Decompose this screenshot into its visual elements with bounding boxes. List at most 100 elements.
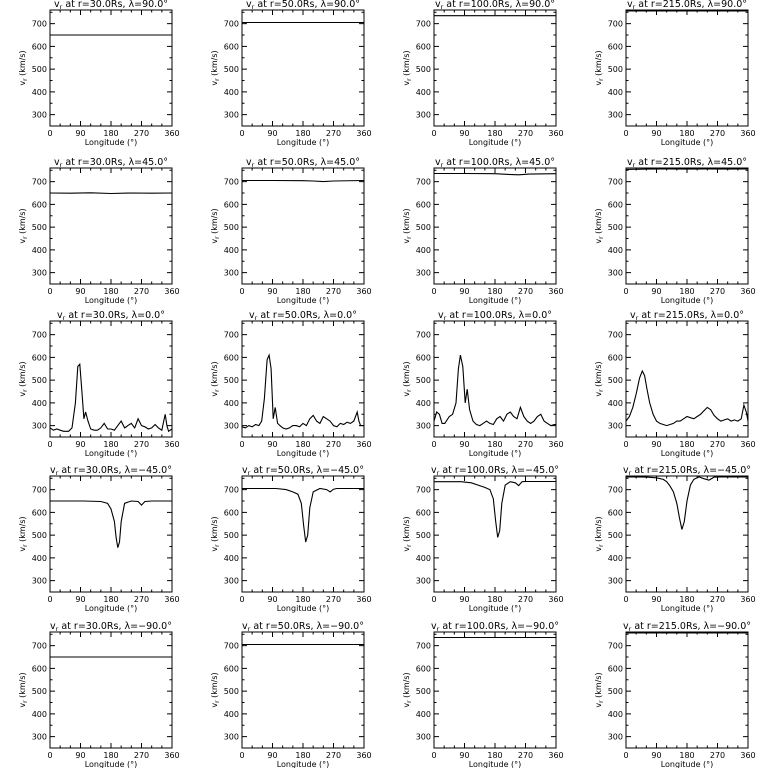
title-r: at r=215.0Rs,	[635, 157, 707, 168]
y-axis-label: vr (km/s)	[402, 50, 413, 85]
x-tick-label: 90	[459, 287, 469, 296]
x-tick-label: 270	[326, 440, 341, 449]
ylabel-v: v	[402, 239, 411, 244]
title-sub: r	[441, 161, 444, 169]
x-tick-label: 90	[267, 287, 277, 296]
title-v: v	[627, 0, 633, 10]
title-r: at r=30.0Rs,	[62, 157, 128, 168]
x-axis-label: Longitude (°)	[469, 449, 522, 458]
x-tick-label: 90	[459, 595, 469, 604]
title-r: at r=100.0Rs,	[443, 157, 515, 168]
title-lat: λ=0.0°	[519, 310, 552, 321]
chart-panel: vr at r=100.0Rs, λ=−90.0°0 90 180 270 360300…	[402, 621, 564, 768]
y-tick-label: 400	[416, 246, 431, 255]
plot-frame	[241, 320, 365, 438]
y-tick-label: 600	[32, 508, 47, 517]
panel-title: vr at r=215.0Rs, λ=−90.0°	[623, 621, 751, 633]
x-tick-label: 0	[623, 440, 628, 449]
title-lat: λ=−45.0°	[125, 465, 172, 476]
ylabel-sub: r	[22, 389, 29, 392]
x-tick-label: 180	[103, 751, 118, 760]
title-r: at r=215.0Rs,	[635, 0, 707, 10]
plot-frame	[433, 167, 557, 285]
plot-frame	[625, 9, 749, 127]
x-tick-label: 360	[164, 287, 179, 296]
title-v: v	[242, 465, 248, 476]
y-tick-label: 600	[608, 200, 623, 209]
y-axis-label: vr (km/s)	[210, 672, 221, 707]
series-line	[433, 354, 556, 427]
x-tick-label: 270	[518, 287, 533, 296]
y-tick-label: 700	[416, 642, 431, 651]
x-tick-label: 270	[134, 751, 149, 760]
y-axis-label: vr (km/s)	[594, 516, 605, 551]
title-lat: λ=0.0°	[132, 310, 165, 321]
x-tick-label: 90	[651, 595, 661, 604]
x-tick-label: 360	[548, 129, 563, 138]
x-tick-label: 270	[326, 751, 341, 760]
x-tick-label: 0	[239, 129, 244, 138]
y-axis-label: vr (km/s)	[402, 516, 413, 551]
y-tick-label: 300	[224, 733, 239, 742]
series-line	[50, 500, 172, 548]
x-tick-label: 270	[326, 287, 341, 296]
ylabel-v: v	[402, 81, 411, 86]
series-line	[434, 172, 557, 176]
panel-title: vr at r=50.0Rs, λ=45.0°	[246, 157, 360, 169]
title-sub: r	[56, 469, 59, 477]
ylabel-unit: (km/s)	[402, 672, 411, 700]
title-sub: r	[633, 161, 636, 169]
x-tick-label: 270	[710, 751, 725, 760]
y-tick-label: 400	[224, 399, 239, 408]
y-tick-label: 400	[608, 246, 623, 255]
y-axis-label: vr (km/s)	[594, 672, 605, 707]
ylabel-v: v	[210, 239, 219, 244]
title-v: v	[54, 0, 60, 10]
x-tick-label: 0	[431, 595, 436, 604]
x-tick-label: 360	[164, 751, 179, 760]
y-axis-label: vr (km/s)	[18, 361, 29, 396]
y-tick-label: 300	[32, 422, 47, 431]
title-v: v	[50, 621, 56, 632]
x-tick-label: 0	[47, 287, 52, 296]
plot-frame	[433, 631, 557, 749]
title-lat: λ=45.0°	[321, 157, 360, 168]
series-line	[625, 168, 749, 170]
panel-title: vr at r=100.0Rs, λ=0.0°	[438, 310, 552, 322]
y-tick-label: 700	[416, 20, 431, 29]
x-tick-label: 180	[295, 751, 310, 760]
y-tick-label: 600	[416, 42, 431, 51]
ylabel-sub: r	[214, 78, 221, 81]
x-tick-label: 0	[47, 129, 52, 138]
x-tick-label: 180	[679, 751, 694, 760]
x-tick-label: 180	[103, 440, 118, 449]
chart-panel: vr at r=100.0Rs, λ=−45.0°0 90 180 270 360300…	[402, 465, 564, 613]
ylabel-v: v	[402, 392, 411, 397]
panel-title: vr at r=215.0Rs, λ=−45.0°	[623, 465, 751, 477]
y-axis-label: vr (km/s)	[18, 208, 29, 243]
ylabel-unit: (km/s)	[402, 516, 411, 544]
y-tick-label: 400	[32, 399, 47, 408]
x-axis-label: Longitude (°)	[661, 449, 714, 458]
panel-title: vr at r=100.0Rs, λ=−90.0°	[431, 621, 559, 633]
ylabel-sub: r	[406, 544, 413, 547]
x-axis-label: Longitude (°)	[277, 138, 330, 147]
plot-frame	[625, 475, 749, 593]
y-tick-label: 600	[32, 353, 47, 362]
y-tick-label: 400	[608, 554, 623, 563]
y-tick-label: 700	[608, 178, 623, 187]
y-tick-label: 500	[224, 687, 239, 696]
chart-panel: vr at r=30.0Rs, λ=45.0°0 90 180 270 36030040…	[18, 157, 180, 305]
ylabel-v: v	[210, 703, 219, 708]
ylabel-v: v	[18, 239, 27, 244]
title-lat: λ=45.0°	[516, 157, 555, 168]
y-tick-label: 500	[416, 687, 431, 696]
ylabel-sub: r	[22, 236, 29, 239]
x-tick-label: 360	[740, 595, 755, 604]
x-axis-label: Longitude (°)	[85, 760, 138, 768]
title-sub: r	[60, 3, 63, 11]
x-axis-label: Longitude (°)	[85, 296, 138, 305]
y-tick-label: 300	[416, 733, 431, 742]
y-tick-label: 700	[224, 486, 239, 495]
x-tick-label: 180	[295, 287, 310, 296]
